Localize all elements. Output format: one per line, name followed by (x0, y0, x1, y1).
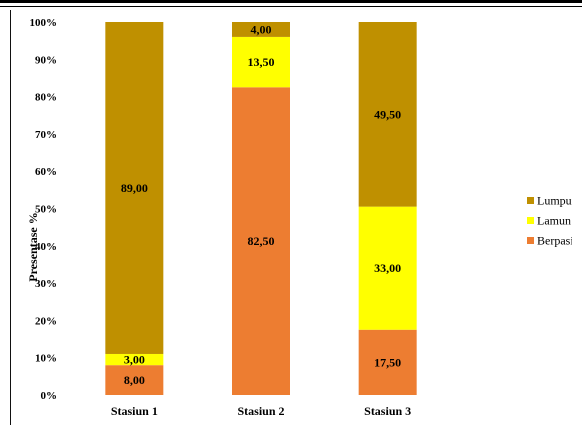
bar-data-label: 8,00 (124, 373, 145, 387)
bar-data-label: 49,50 (374, 107, 401, 121)
bar-data-label: 3,00 (124, 353, 145, 367)
legend: Lumpur Lamun Berpasir (527, 194, 578, 248)
bar-segment-berpasir (105, 365, 164, 395)
legend-swatch-berpasir (527, 237, 534, 244)
y-tick-label: 40% (35, 241, 57, 253)
bar-segment-lamun (232, 36, 290, 88)
legend-swatch-lamun (527, 217, 534, 224)
y-tick-label: 80% (35, 92, 57, 104)
legend-label: Lamun (537, 214, 571, 228)
bar-segment-lamun (105, 353, 164, 366)
x-tick-label: Stasiun 2 (237, 404, 284, 418)
top-border-thin (0, 6, 582, 7)
bar-data-label: 17,50 (374, 355, 401, 369)
bars (105, 22, 417, 396)
y-axis-title: Presentase % (26, 212, 40, 281)
y-tick-label: 0% (41, 390, 58, 402)
bar-segment-lumpur (358, 22, 417, 207)
bar-data-label: 13,50 (248, 55, 275, 69)
y-tick-label: 10% (35, 353, 57, 365)
stacked-bar-chart: Presentase % 0% 10% 20% 30% 40% 50% 60% 70% 80% 9… (26, 17, 578, 418)
bar-segment-lamun (358, 206, 417, 330)
x-axis-ticks: Stasiun 1 Stasiun 2 Stasiun 3 (111, 404, 411, 418)
bar-segment-berpasir (232, 87, 290, 396)
chart-area: Presentase % 0% 10% 20% 30% 40% 50% 60% 70% 80% 9… (10, 10, 578, 425)
bar-data-label: 33,00 (374, 261, 401, 275)
bar-data-label: 4,00 (251, 22, 272, 36)
bar-segment-lumpur (105, 22, 164, 354)
y-tick-label: 70% (35, 129, 57, 141)
y-tick-label: 30% (35, 278, 57, 290)
y-tick-label: 60% (35, 166, 57, 178)
bar-segment-lumpur (232, 22, 290, 37)
y-axis-ticks: 0% 10% 20% 30% 40% 50% 60% 70% 80% 90% 100% (30, 17, 58, 402)
bar-data-labels: 8,00 3,00 89,00 82,50 13,50 4,00 17,50 33,00 49,… (121, 22, 401, 387)
y-tick-label: 50% (35, 204, 57, 216)
x-tick-label: Stasiun 1 (111, 404, 158, 418)
bar-data-label: 82,50 (248, 234, 275, 248)
y-axis-title-group: Presentase % (26, 212, 40, 281)
bar-data-label: 89,00 (121, 181, 148, 195)
legend-label: Lumpur (537, 194, 572, 208)
y-tick-label: 90% (35, 54, 57, 66)
y-tick-label: 20% (35, 315, 57, 327)
legend-swatch-lumpur (527, 197, 534, 204)
x-tick-label: Stasiun 3 (364, 404, 411, 418)
legend-label: Berpasir (537, 234, 572, 248)
y-tick-label: 100% (30, 17, 58, 29)
top-border-thick (0, 0, 582, 3)
bar-segment-berpasir (358, 329, 417, 395)
